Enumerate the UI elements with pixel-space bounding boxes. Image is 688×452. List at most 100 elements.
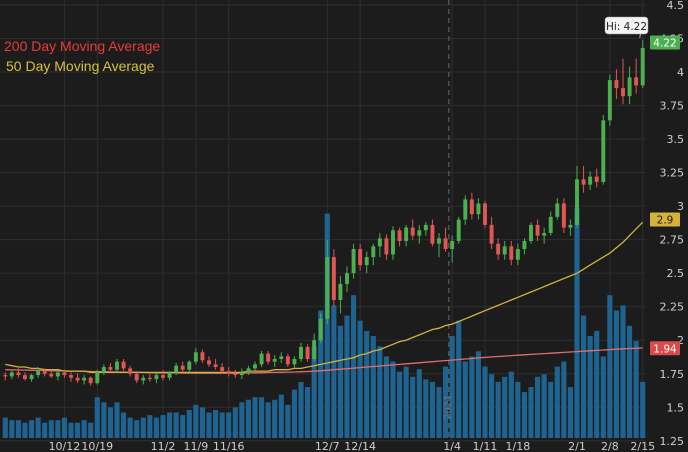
candle-body — [345, 273, 349, 284]
volume-bar — [121, 412, 127, 438]
candle-body — [82, 377, 87, 381]
volume-bar — [167, 412, 173, 438]
x-tick-label: 1/18 — [506, 440, 531, 452]
volume-bar — [410, 376, 416, 438]
x-tick-label: 1/11 — [473, 440, 498, 452]
candle-body — [305, 346, 310, 359]
volume-bar — [259, 397, 265, 438]
y-tick-label: 2.25 — [660, 301, 685, 314]
ma50-value-tag-box — [650, 212, 680, 227]
volume-bar — [521, 392, 527, 438]
moving-average-lines — [5, 221, 644, 374]
candle-body — [180, 365, 185, 370]
volume-bar — [160, 415, 166, 438]
volume-bar — [475, 351, 481, 438]
x-tick-label: 11/16 — [213, 440, 245, 452]
y-tick-label: 1.5 — [667, 401, 685, 414]
volume-bar — [397, 371, 403, 438]
candle-body — [312, 340, 317, 359]
volume-bar — [226, 412, 232, 438]
candle-body — [62, 372, 67, 376]
volume-bar — [88, 422, 94, 438]
y-tick-label: 1.25 — [660, 435, 685, 448]
candle-body — [299, 346, 303, 359]
volume-bar — [627, 325, 633, 438]
volume-bar — [574, 208, 580, 438]
candle-body — [75, 377, 80, 381]
candle-body — [207, 360, 211, 365]
candle-body — [266, 353, 271, 362]
volume-bar — [134, 420, 140, 438]
candle-body — [588, 176, 593, 185]
candle-body — [640, 47, 645, 86]
volume-bar — [581, 315, 587, 438]
candle-body — [292, 359, 297, 365]
candle-body — [410, 227, 415, 236]
candle-body — [259, 353, 264, 365]
volume-bar — [344, 315, 350, 438]
y-tick-label: 4.5 — [667, 0, 685, 12]
volume-bar — [587, 336, 593, 438]
candle-body — [246, 368, 251, 373]
volume-bar — [22, 422, 28, 438]
volume-bar — [331, 305, 337, 438]
legend-ma50: 50 Day Moving Average — [6, 58, 155, 74]
volume-bar — [508, 371, 514, 438]
candle-body — [115, 361, 119, 370]
volume-bar — [515, 381, 521, 438]
candle-body — [23, 375, 27, 380]
candle-body — [496, 243, 501, 255]
candle-body — [575, 179, 579, 225]
candle-body — [36, 371, 41, 376]
volume-bar — [482, 366, 488, 438]
volume-bar — [429, 381, 435, 438]
volume-bar — [199, 407, 205, 438]
volume-bar — [318, 310, 324, 438]
volume-bar — [423, 379, 429, 438]
volume-bar — [42, 422, 48, 438]
volume-bar — [403, 366, 409, 438]
candle-body — [351, 249, 356, 274]
candle-body — [489, 224, 494, 244]
volume-bar — [81, 420, 87, 438]
candle-body — [404, 227, 409, 241]
candle-body — [193, 352, 198, 362]
ma200-value-tag-label: 1.94 — [653, 343, 677, 355]
volume-bar — [114, 402, 120, 438]
volume-bar — [232, 407, 238, 438]
candle-body — [483, 203, 487, 225]
y-tick-label: 1.75 — [660, 368, 685, 381]
volume-bar — [252, 397, 258, 438]
volume-bar — [180, 415, 186, 438]
candle-body — [161, 375, 165, 378]
volume-bar — [206, 412, 212, 438]
volume-bar — [324, 213, 330, 438]
candle-body — [128, 368, 133, 374]
candle-body — [147, 377, 152, 380]
candle-body — [220, 367, 225, 372]
x-tick-label: 2/15 — [630, 440, 655, 452]
volume-bar — [107, 407, 113, 438]
candle-body — [607, 80, 612, 121]
candle-body — [88, 377, 93, 384]
candle-body — [253, 364, 257, 369]
last-price-tag-label: 4.22 — [653, 38, 676, 50]
candle-body — [101, 367, 106, 373]
volume-bar — [9, 420, 15, 438]
candle-body — [568, 224, 573, 228]
volume-bar — [383, 356, 389, 438]
volume-bar — [495, 381, 501, 438]
y-tick-label: 2.5 — [667, 267, 685, 280]
candle-body — [581, 179, 586, 185]
candle-body — [331, 257, 336, 300]
candle-body — [469, 199, 474, 215]
hi-callout-box — [604, 16, 649, 35]
x-tick-label: 12/7 — [315, 440, 340, 452]
candle-body — [437, 238, 441, 244]
volume-bar — [594, 330, 600, 438]
candle-body — [548, 216, 553, 233]
candle-body — [377, 238, 382, 247]
candle-body — [42, 371, 47, 374]
